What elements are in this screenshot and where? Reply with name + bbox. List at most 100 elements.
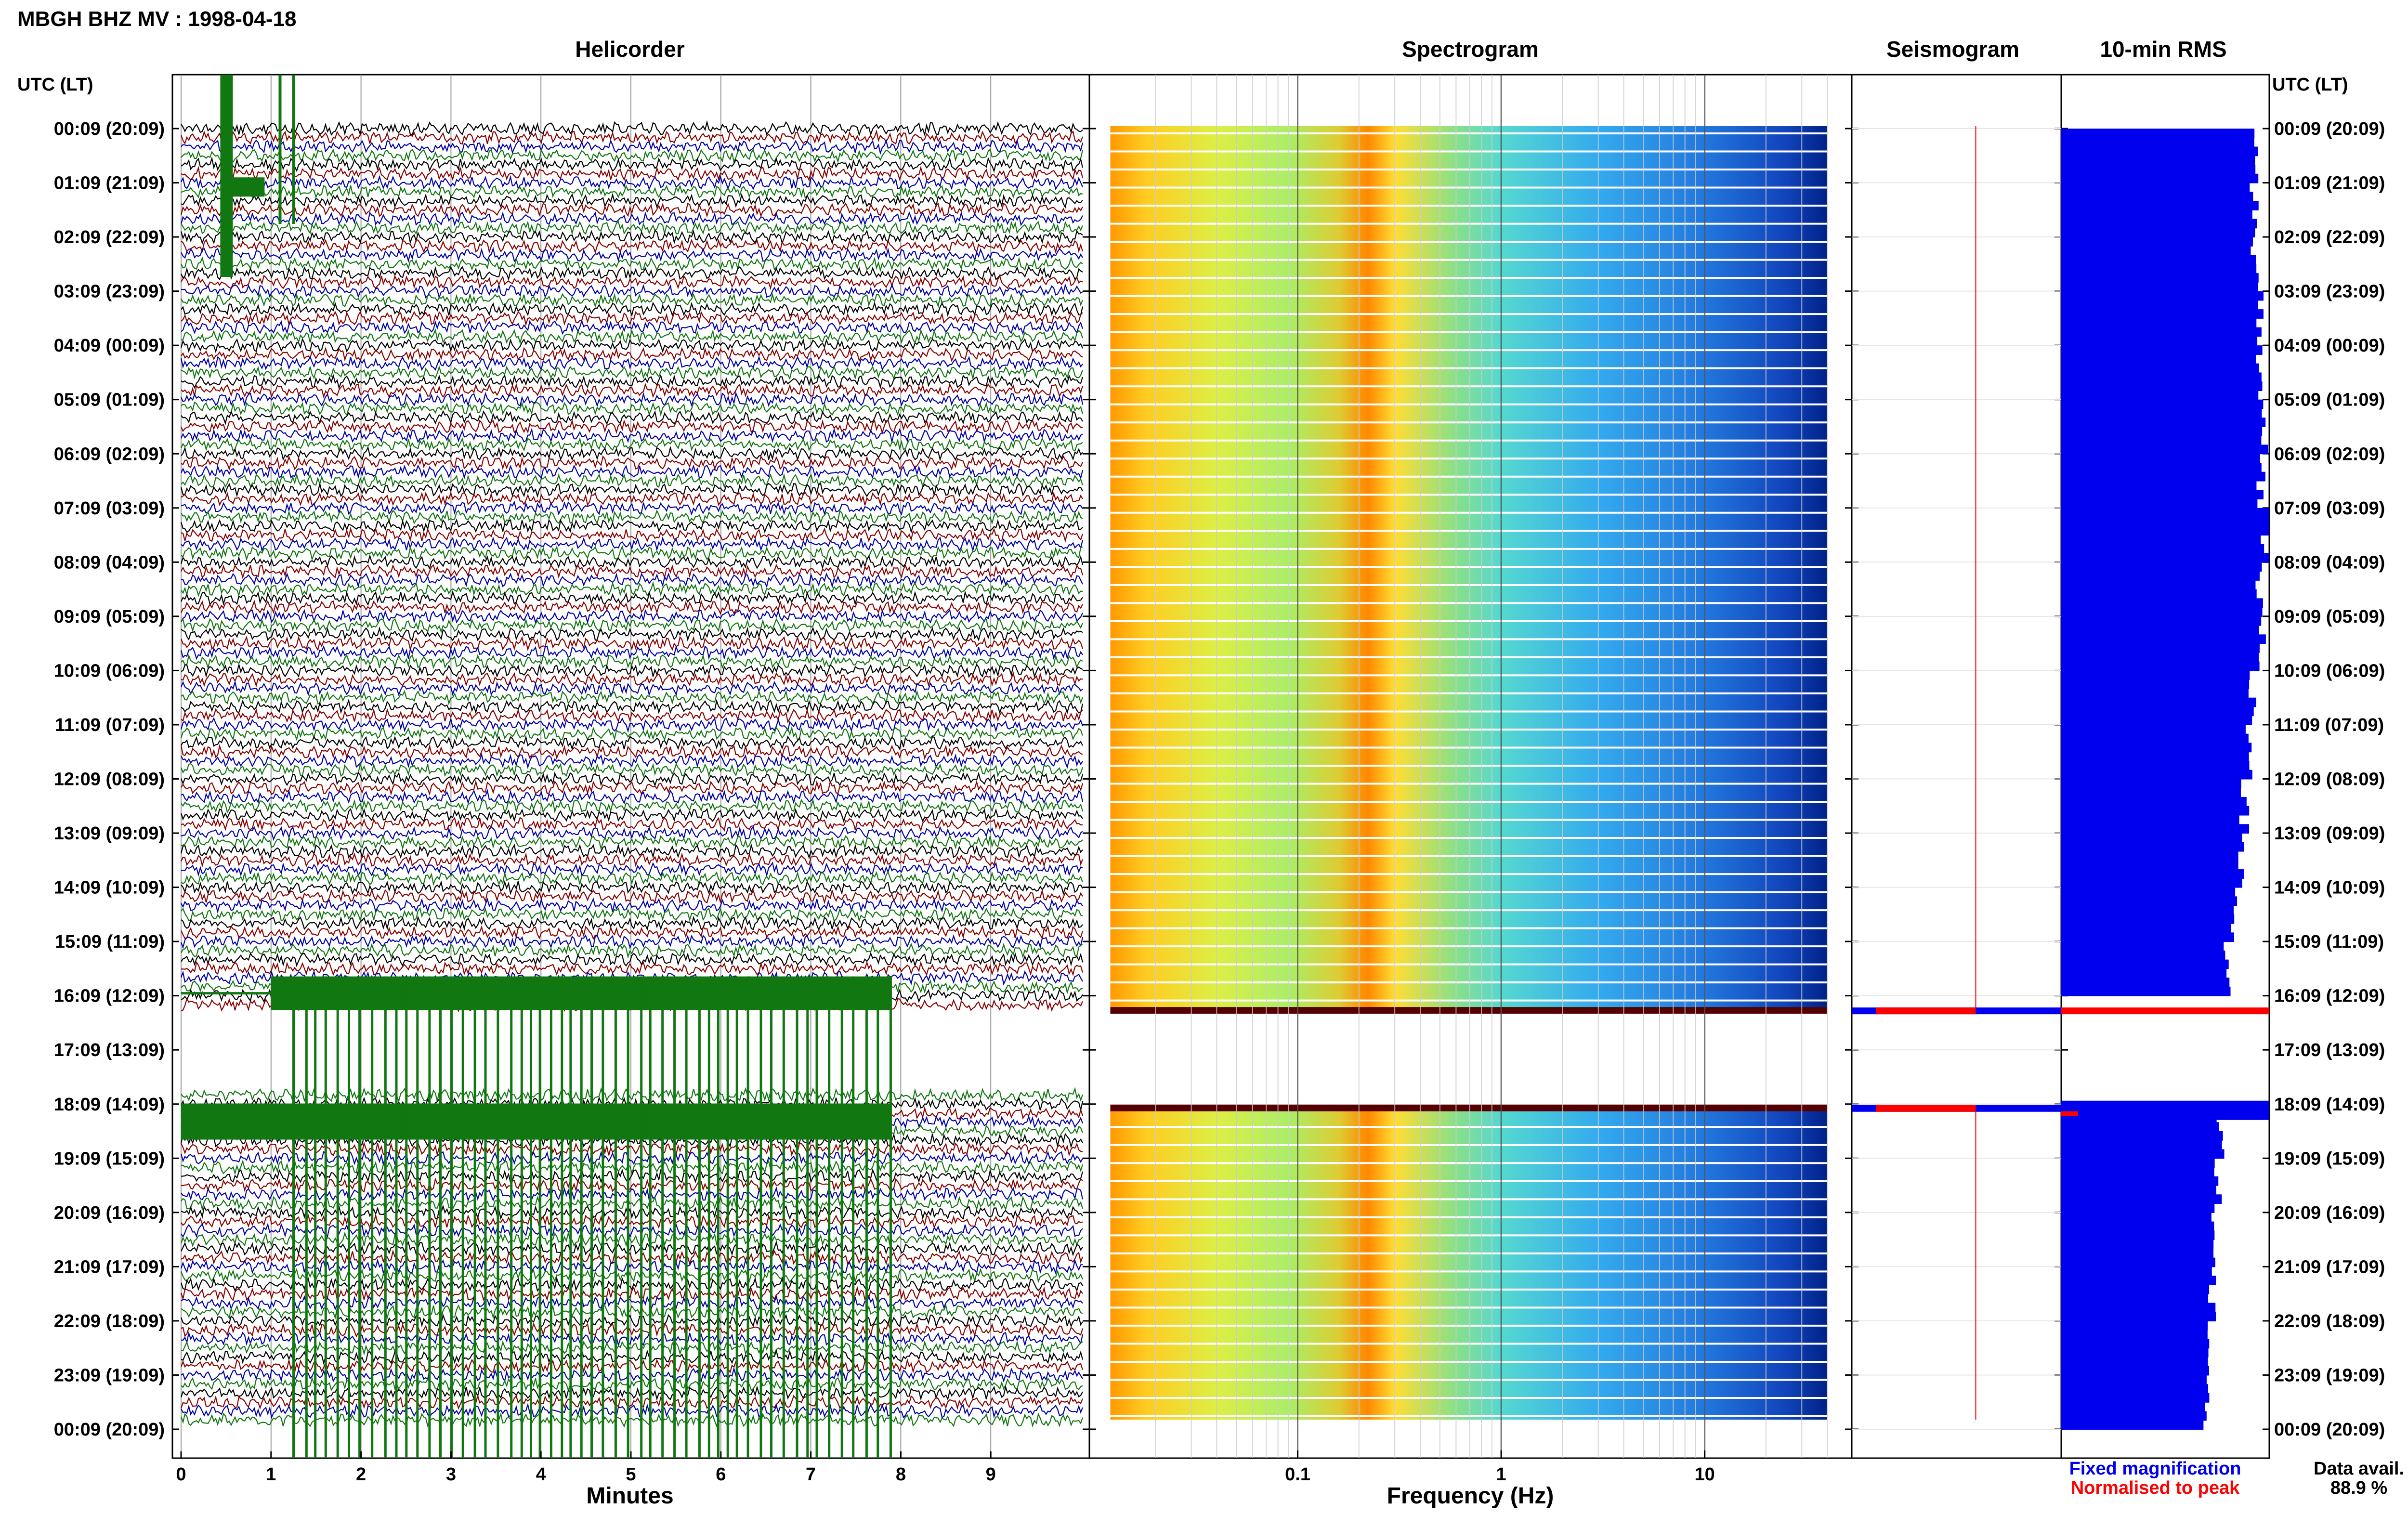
time-label: 14:09 (10:09) [2274,878,2385,898]
trace-row [181,509,1083,525]
trace-row [180,644,1083,660]
trace-row [181,491,1083,507]
seismic-event-coda [221,177,265,197]
trace-row [181,247,1083,263]
rms-bar [2061,246,2251,256]
rms-bar [2061,770,2252,780]
x-tick-label: 2 [356,1464,366,1485]
time-label: 17:09 (13:09) [2274,1040,2385,1060]
rms-title: 10-min RMS [2100,37,2226,62]
trace-row [181,311,1083,326]
trace-row [181,1160,1084,1175]
trace-row [181,707,1083,724]
trace-row [180,1385,1083,1401]
time-label: 06:09 (02:09) [2274,444,2385,464]
trace-row [181,671,1083,688]
time-label: 00:09 (20:09) [54,1420,165,1440]
time-label: 07:09 (03:09) [2274,498,2385,519]
time-label: 12:09 (08:09) [2274,770,2385,790]
trace-row [180,518,1083,534]
trace-row [181,581,1083,598]
trace-row [180,1258,1083,1275]
trace-row [181,175,1084,191]
rms-bar [2061,824,2250,834]
trace-row [181,871,1084,887]
x-tick-label: 10 [1695,1464,1715,1485]
rms-bar [2061,580,2256,590]
time-axis-label-right: UTC (LT) [2272,75,2348,95]
time-label: 05:09 (01:09) [2274,390,2385,410]
data-availability-value: 88.9 % [2330,1478,2387,1498]
time-label: 03:09 (23:09) [54,282,165,302]
trace-row [181,563,1084,579]
time-label: 15:09 (11:09) [2274,932,2384,952]
rms-bar [2061,1366,2209,1376]
x-tick-label: 1 [266,1464,276,1485]
trace-row [181,156,1084,173]
rms-bar [2061,517,2269,527]
time-label: 19:09 (15:09) [54,1149,165,1169]
trace-row [181,184,1083,199]
trace-row [180,129,1084,145]
rms-bar [2061,209,2252,220]
rms-bar [2061,1230,2215,1240]
rms-bar [2061,833,2242,843]
trace-row [180,680,1083,697]
rms-bar [2061,300,2259,310]
x-tick-label: 5 [626,1464,636,1485]
rms-bar [2061,1330,2208,1340]
trace-row [181,653,1083,670]
noise-band [181,1103,892,1140]
legend-fixed-magnification: Fixed magnification [2069,1459,2241,1479]
trace-row [181,455,1084,471]
trace-row [181,274,1083,290]
trace-row [181,1376,1083,1393]
trace-row [181,301,1084,317]
time-label: 09:09 (05:09) [54,607,165,627]
trace-row [180,762,1084,778]
rms-bar [2061,797,2247,807]
trace-row [181,256,1083,273]
trace-row [181,292,1084,308]
rms-bars [2061,129,2269,1430]
rms-bar [2061,327,2262,337]
trace-row [180,1357,1084,1374]
trace-row [181,1322,1084,1338]
trace-row [180,1286,1083,1302]
x-tick-label: 6 [716,1464,726,1485]
trace-row [181,373,1084,390]
time-label: 10:09 (06:09) [54,661,165,681]
time-label: 22:09 (18:09) [54,1311,165,1331]
rms-bar [2061,418,2266,427]
rms-bar [2061,201,2259,210]
rms-bar [2061,553,2269,563]
trace-row [181,879,1083,896]
rms-bar [2061,444,2268,455]
trace-row [181,1403,1084,1420]
trace-row [181,1294,1083,1311]
trace-row [181,816,1083,832]
rms-bar [2061,851,2238,861]
trace-row [181,1223,1083,1239]
time-label: 20:09 (16:09) [2274,1203,2385,1223]
helicorder-x-ticks: 0 1 2 3 4 5 6 7 8 9 [176,1451,996,1485]
trace-row [181,166,1084,182]
trace-row [180,229,1083,245]
trace-row [181,1177,1083,1193]
rms-bar [2061,616,2262,626]
trace-row [181,961,1084,977]
trace-row [181,572,1083,588]
time-label: 21:09 (17:09) [2274,1257,2385,1277]
trace-row [181,735,1083,751]
trace-row [181,401,1084,417]
rms-bar [2061,1158,2215,1168]
rms-bar [2061,1384,2209,1394]
trace-row [181,1304,1083,1320]
rms-bar [2061,426,2263,436]
trace-row [180,1276,1083,1293]
rms-bar [2061,598,2263,608]
rms-bar [2061,1357,2208,1367]
rms-bar [2061,1176,2219,1186]
trace-row [181,907,1083,923]
rms-bar [2061,589,2257,599]
